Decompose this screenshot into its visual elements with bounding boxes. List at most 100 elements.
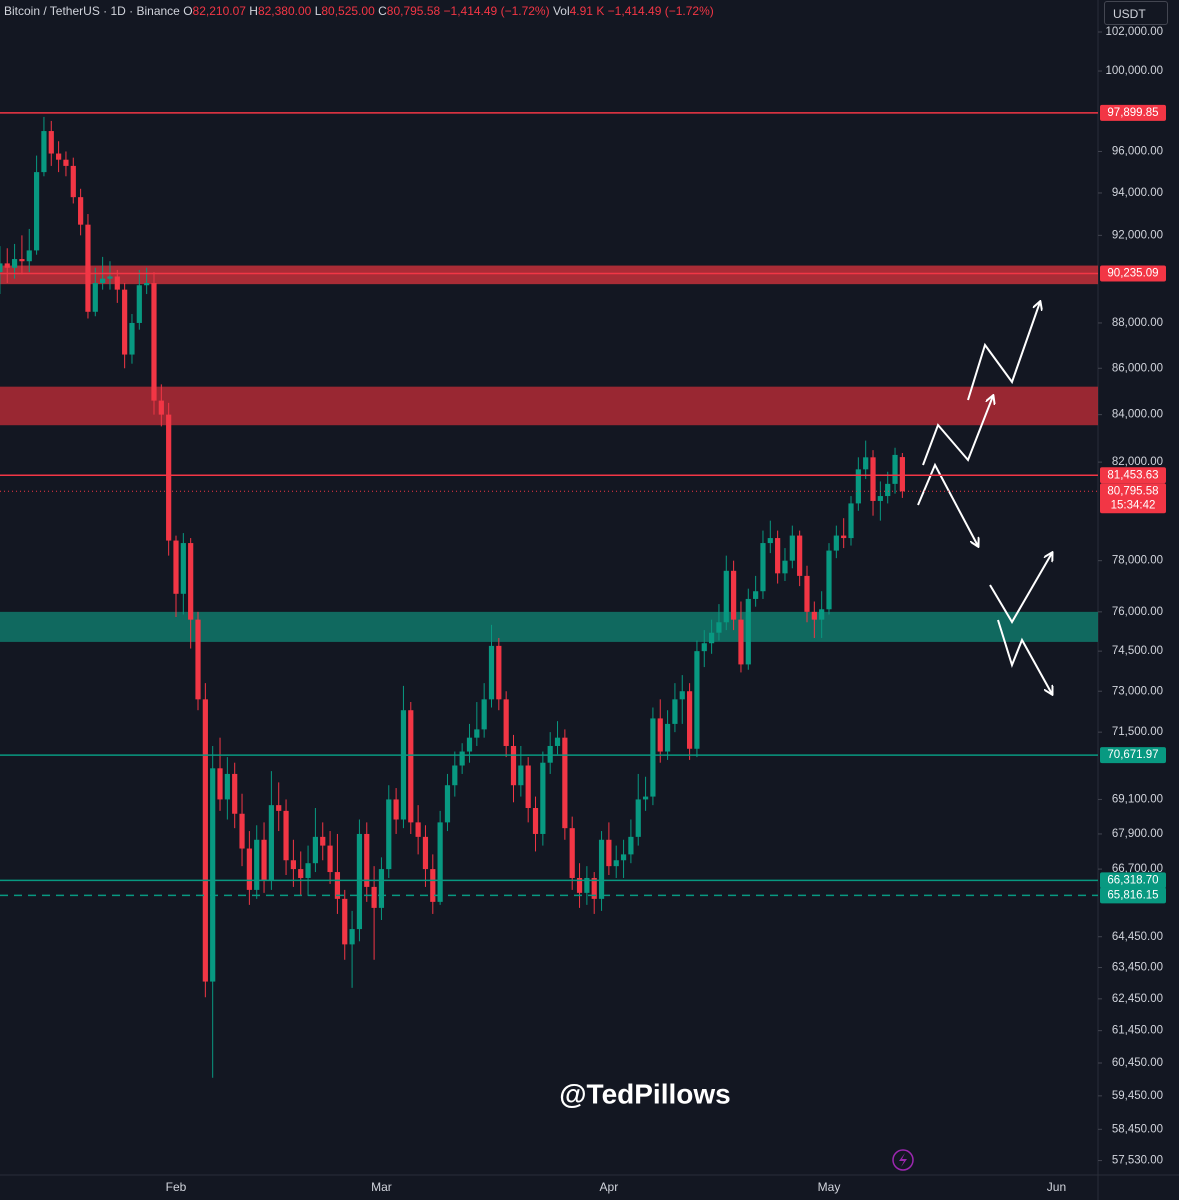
arrow bbox=[967, 302, 1040, 401]
candle-body bbox=[188, 543, 194, 620]
currency-button[interactable]: USDT bbox=[1104, 1, 1168, 25]
candle-body bbox=[114, 276, 120, 290]
candle-body bbox=[753, 591, 759, 599]
arrow bbox=[922, 396, 993, 466]
drawn-arrows bbox=[917, 302, 1052, 694]
candle-body bbox=[342, 898, 348, 945]
level-label: 81,453.63 bbox=[1107, 469, 1158, 481]
candle-body bbox=[129, 322, 135, 355]
candle-body bbox=[848, 503, 854, 539]
candle-body bbox=[833, 535, 839, 551]
candle-body bbox=[202, 699, 208, 982]
candle-body bbox=[686, 691, 693, 749]
candle-body bbox=[386, 799, 392, 870]
candle-body bbox=[474, 729, 480, 738]
candle-body bbox=[701, 643, 707, 652]
candle-body bbox=[85, 224, 91, 312]
candle-body bbox=[459, 751, 465, 766]
candle-body bbox=[885, 483, 891, 497]
candle-body bbox=[276, 805, 282, 811]
candle-body bbox=[672, 699, 678, 724]
candle-body bbox=[180, 543, 186, 594]
candle-body bbox=[107, 276, 113, 279]
candle-body bbox=[78, 197, 84, 225]
candle-body bbox=[635, 799, 641, 837]
y-tick-label: 84,000.00 bbox=[1112, 409, 1163, 421]
candle-body bbox=[151, 283, 157, 401]
candle-body bbox=[305, 863, 311, 878]
candle-body bbox=[657, 718, 663, 752]
candle-body bbox=[92, 283, 98, 312]
candle-body bbox=[356, 833, 363, 930]
y-tick-label: 96,000.00 bbox=[1112, 146, 1163, 158]
candle-body bbox=[56, 153, 62, 160]
candle-body bbox=[334, 872, 341, 899]
candle-body bbox=[327, 845, 333, 873]
candle-body bbox=[716, 622, 722, 633]
y-tick-label: 74,500.00 bbox=[1112, 645, 1163, 657]
candle-body bbox=[731, 570, 737, 620]
candle-body bbox=[628, 836, 634, 855]
candle-body bbox=[378, 869, 385, 908]
y-tick-label: 100,000.00 bbox=[1105, 65, 1163, 77]
candle-body bbox=[19, 259, 25, 262]
candle-body bbox=[775, 538, 781, 574]
candle-body bbox=[782, 560, 788, 574]
candle-body bbox=[0, 263, 3, 273]
candle-body bbox=[195, 619, 201, 700]
watermark: @TedPillows bbox=[559, 1078, 730, 1109]
candle-body bbox=[540, 762, 546, 834]
candle-body bbox=[863, 457, 869, 470]
candle-body bbox=[232, 773, 238, 814]
candle-body bbox=[298, 869, 304, 878]
candle-body bbox=[283, 810, 289, 861]
last-price-box bbox=[1100, 483, 1166, 514]
y-tick-label: 63,450.00 bbox=[1112, 962, 1163, 974]
candle-body bbox=[591, 877, 597, 899]
candle-body bbox=[804, 575, 810, 612]
candle-body bbox=[620, 854, 627, 861]
level-label-box bbox=[1100, 467, 1166, 484]
candle-body bbox=[166, 414, 172, 541]
value: 4.91 K bbox=[569, 4, 605, 18]
candle-body bbox=[510, 745, 517, 786]
candle-body bbox=[349, 929, 355, 945]
candle-body bbox=[48, 131, 54, 154]
candle-body bbox=[503, 699, 509, 746]
last-price-label: 80,795.58 bbox=[1107, 485, 1158, 497]
candle-body bbox=[268, 805, 274, 881]
candle-body bbox=[613, 860, 619, 867]
candle-body bbox=[4, 263, 10, 268]
y-tick-label: 92,000.00 bbox=[1112, 229, 1163, 241]
candle-body bbox=[261, 839, 267, 881]
candle-body bbox=[481, 699, 487, 730]
candle-body bbox=[745, 598, 751, 665]
zone bbox=[0, 386, 1098, 426]
label: O bbox=[183, 4, 193, 18]
candle-body bbox=[371, 886, 377, 908]
candle-body bbox=[767, 538, 773, 544]
candle-body bbox=[870, 457, 876, 501]
level-label-box bbox=[1100, 887, 1166, 904]
candle-body bbox=[642, 796, 649, 800]
candle-body bbox=[496, 645, 502, 700]
candle-body bbox=[246, 848, 252, 890]
candle-body bbox=[584, 877, 590, 893]
arrow bbox=[997, 619, 1052, 694]
candle-body bbox=[532, 808, 539, 834]
zone bbox=[0, 265, 1098, 285]
candle-body bbox=[393, 799, 399, 820]
candle-body bbox=[400, 710, 407, 820]
candle-body bbox=[547, 745, 553, 763]
x-tick-label: May bbox=[818, 1180, 841, 1194]
candle-body bbox=[210, 768, 216, 982]
y-tick-label: 86,000.00 bbox=[1112, 362, 1163, 374]
arrow bbox=[917, 462, 978, 546]
value: 82,380.00 bbox=[257, 4, 312, 18]
candle-body bbox=[488, 645, 495, 700]
candle-body bbox=[679, 691, 685, 700]
symbol: Bitcoin / TetherUS · 1D · Binance bbox=[4, 4, 180, 18]
candle-body bbox=[11, 259, 18, 268]
